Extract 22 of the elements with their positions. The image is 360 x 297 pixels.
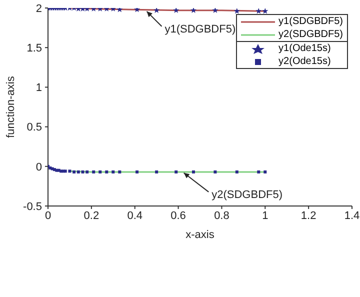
legend-label: y2(SDGBDF5)	[278, 29, 343, 40]
x-axis-title: x-axis	[186, 229, 215, 241]
y-tick-label: -0.5	[23, 200, 42, 213]
annotation: y1(SDGBDF5)	[164, 23, 236, 36]
x-tick-label: 0.2	[84, 210, 100, 222]
x-tick-label: 1.4	[344, 210, 360, 222]
legend-label: y1(Ode15s)	[278, 43, 331, 54]
y-tick-label: 0	[36, 161, 42, 174]
y-tick-label: 2	[36, 2, 42, 15]
x-tick-label: 0	[44, 210, 52, 222]
x-tick-label: 0.6	[170, 210, 186, 222]
y-tick-label: 1	[36, 82, 42, 94]
annotation: y2(SDGBDF5)	[212, 188, 283, 201]
y-tick-label: 1.5	[26, 42, 42, 55]
y-axis-title: function-axis	[4, 76, 17, 138]
legend-label: y2(Ode15s)	[278, 56, 331, 67]
y-tick-label: 0.5	[26, 122, 42, 134]
x-tick-label: 1.2	[300, 210, 316, 222]
legend-label: y1(SDGBDF5)	[278, 16, 343, 27]
x-tick-label: 1	[262, 210, 268, 222]
x-tick-label: 0.4	[127, 210, 143, 222]
x-tick-label: 0.8	[214, 210, 230, 222]
